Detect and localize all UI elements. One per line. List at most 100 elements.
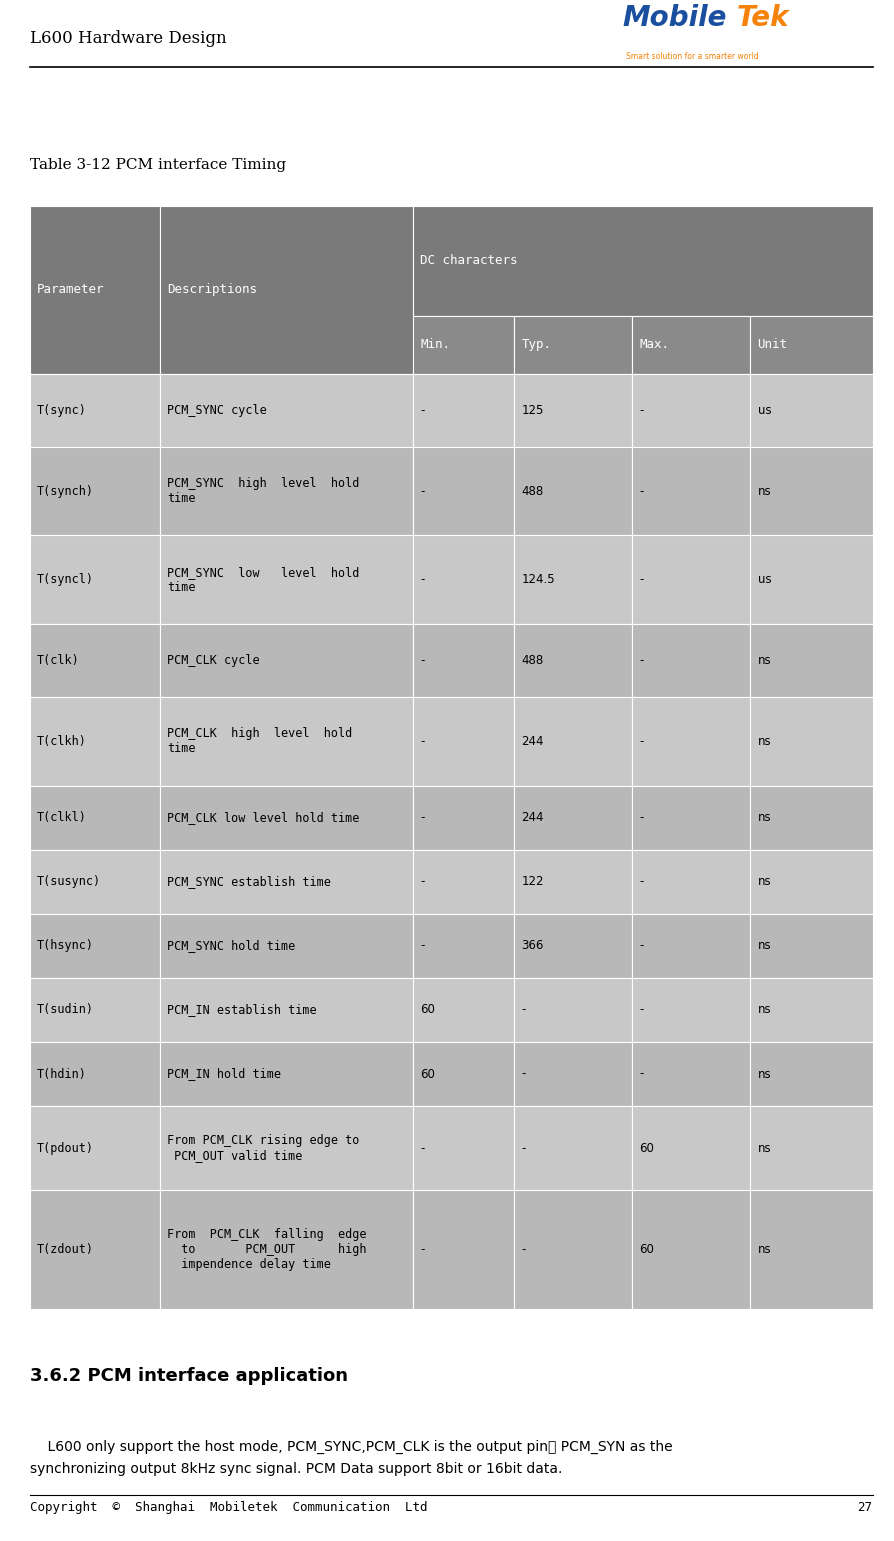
Text: -: - — [639, 875, 643, 888]
Text: ns: ns — [756, 484, 771, 498]
Text: PCM_CLK  high  level  hold
time: PCM_CLK high level hold time — [167, 727, 352, 755]
Text: L600 only support the host mode, PCM_SYNC,PCM_CLK is the output pin， PCM_SYN as : L600 only support the host mode, PCM_SYN… — [30, 1441, 671, 1476]
Text: 60: 60 — [639, 1142, 654, 1154]
Bar — [30, 205, 160, 373]
Text: -: - — [521, 1003, 526, 1017]
Text: -: - — [639, 573, 643, 586]
Text: From  PCM_CLK  falling  edge
  to       PCM_OUT      high
  impendence delay tim: From PCM_CLK falling edge to PCM_OUT hig… — [167, 1228, 367, 1271]
Bar — [30, 914, 160, 979]
Text: T(clkh): T(clkh) — [37, 735, 87, 747]
Bar — [30, 786, 160, 849]
Bar — [30, 1042, 160, 1106]
Text: -: - — [420, 1244, 424, 1256]
Bar — [632, 697, 749, 786]
Text: -: - — [639, 484, 643, 498]
Bar — [30, 624, 160, 697]
Text: 124.5: 124.5 — [521, 573, 554, 586]
Text: -: - — [420, 940, 424, 952]
Text: -: - — [521, 1068, 526, 1080]
Bar — [632, 849, 749, 914]
Bar — [30, 373, 160, 447]
Bar — [160, 373, 413, 447]
Bar — [749, 624, 872, 697]
Text: 244: 244 — [521, 735, 544, 747]
Text: PCM_SYNC cycle: PCM_SYNC cycle — [167, 404, 266, 416]
Text: PCM_CLK cycle: PCM_CLK cycle — [167, 653, 260, 667]
Text: Typ.: Typ. — [521, 337, 551, 351]
Text: -: - — [639, 1068, 643, 1080]
Text: 488: 488 — [521, 653, 544, 667]
Text: 3.6.2 PCM interface application: 3.6.2 PCM interface application — [30, 1367, 347, 1385]
Bar — [160, 979, 413, 1042]
Bar — [514, 914, 632, 979]
Bar — [632, 1190, 749, 1308]
Bar — [160, 697, 413, 786]
Bar — [514, 447, 632, 535]
Text: 244: 244 — [521, 811, 544, 824]
Text: T(hdin): T(hdin) — [37, 1068, 87, 1080]
Bar — [632, 373, 749, 447]
Text: -: - — [639, 404, 643, 416]
Text: From PCM_CLK rising edge to
 PCM_OUT valid time: From PCM_CLK rising edge to PCM_OUT vali… — [167, 1134, 359, 1162]
Bar — [749, 447, 872, 535]
Text: DC characters: DC characters — [420, 254, 518, 267]
Text: -: - — [420, 735, 424, 747]
Text: Table 3-12 PCM interface Timing: Table 3-12 PCM interface Timing — [30, 159, 285, 173]
Bar — [514, 1042, 632, 1106]
Bar — [413, 447, 514, 535]
Text: -: - — [420, 811, 424, 824]
Bar — [749, 979, 872, 1042]
Bar — [632, 786, 749, 849]
Bar — [749, 697, 872, 786]
Text: ns: ns — [756, 735, 771, 747]
Text: -: - — [639, 1003, 643, 1017]
Bar — [413, 316, 514, 373]
Text: -: - — [420, 573, 424, 586]
Bar — [413, 535, 514, 624]
Text: PCM_IN establish time: PCM_IN establish time — [167, 1003, 316, 1017]
Bar — [632, 624, 749, 697]
Text: ns: ns — [756, 940, 771, 952]
Bar — [749, 316, 872, 373]
Bar — [30, 979, 160, 1042]
Bar — [632, 1042, 749, 1106]
Bar — [514, 849, 632, 914]
Text: L600 Hardware Design: L600 Hardware Design — [30, 29, 226, 46]
Text: ns: ns — [756, 1003, 771, 1017]
Bar — [413, 914, 514, 979]
Bar — [632, 1106, 749, 1190]
Bar — [514, 786, 632, 849]
Bar — [749, 535, 872, 624]
Text: -: - — [420, 653, 424, 667]
Bar — [160, 447, 413, 535]
Bar — [413, 1106, 514, 1190]
Text: PCM_SYNC hold time: PCM_SYNC hold time — [167, 940, 295, 952]
Bar — [160, 1190, 413, 1308]
Text: -: - — [639, 653, 643, 667]
Bar — [514, 1190, 632, 1308]
Bar — [749, 849, 872, 914]
Text: Unit: Unit — [756, 337, 787, 351]
Text: -: - — [639, 735, 643, 747]
Bar — [413, 1190, 514, 1308]
Bar — [749, 914, 872, 979]
Text: -: - — [420, 484, 424, 498]
Bar — [514, 697, 632, 786]
Text: ns: ns — [756, 811, 771, 824]
Text: -: - — [420, 1142, 424, 1154]
Bar — [160, 914, 413, 979]
Text: Min.: Min. — [420, 337, 450, 351]
Bar — [749, 1106, 872, 1190]
Text: PCM_SYNC establish time: PCM_SYNC establish time — [167, 875, 331, 888]
Bar — [413, 849, 514, 914]
Bar — [30, 447, 160, 535]
Text: PCM_IN hold time: PCM_IN hold time — [167, 1068, 281, 1080]
Bar — [160, 1042, 413, 1106]
Text: 60: 60 — [420, 1068, 434, 1080]
Text: 122: 122 — [521, 875, 544, 888]
Text: T(zdout): T(zdout) — [37, 1244, 94, 1256]
Bar — [30, 535, 160, 624]
Text: PCM_SYNC  low   level  hold
time: PCM_SYNC low level hold time — [167, 566, 359, 593]
Text: Descriptions: Descriptions — [167, 284, 257, 296]
Bar — [514, 316, 632, 373]
